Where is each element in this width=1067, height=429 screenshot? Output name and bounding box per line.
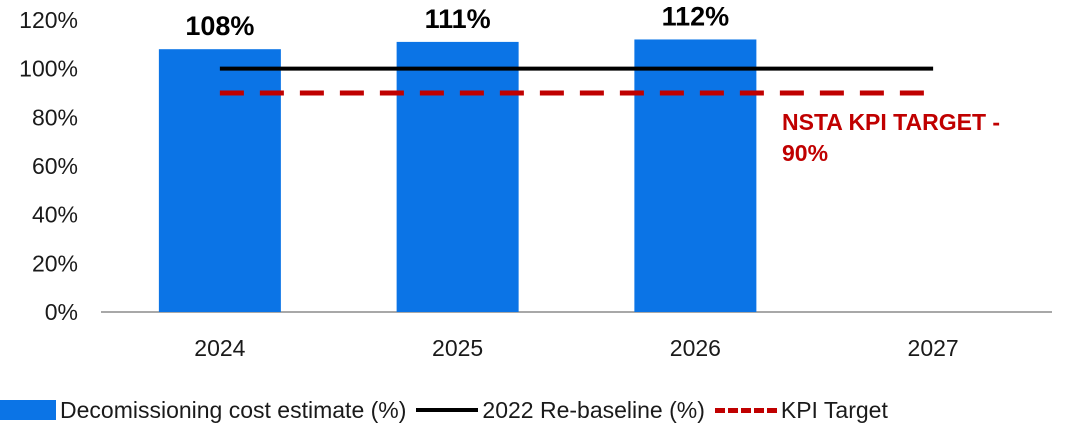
legend-label-cost-estimate: Decomissioning cost estimate (%) — [60, 396, 407, 423]
y-tick-label: 80% — [32, 104, 78, 130]
y-tick-label: 100% — [19, 56, 78, 82]
legend-swatch-dashed-line — [714, 407, 777, 413]
legend-item-rebaseline: 2022 Re-baseline (%) — [406, 396, 705, 424]
legend-swatch-bar — [0, 400, 56, 420]
legend-swatch-solid-line — [416, 408, 479, 412]
x-tick-label: 2026 — [670, 335, 721, 361]
legend-item-cost-estimate: Decomissioning cost estimate (%) — [0, 397, 406, 424]
y-tick-label: 20% — [32, 250, 78, 276]
chart-plot-area: 0% 20% 40% 60% 80% 100% 120% 2024 2025 2026 2027 10… — [19, 1, 1052, 361]
y-tick-label: 40% — [32, 202, 78, 228]
x-tick-label: 2027 — [908, 335, 959, 361]
kpi-target-annotation: NSTA KPI TARGET - — [782, 109, 1000, 135]
x-tick-label: 2025 — [432, 335, 483, 361]
bar — [634, 39, 757, 312]
y-tick-label: 60% — [32, 153, 78, 179]
bar-data-label: 108% — [185, 11, 254, 41]
x-tick-label: 2024 — [194, 335, 245, 361]
y-tick-label: 0% — [45, 299, 78, 325]
chart-legend: Decomissioning cost estimate (%) 2022 Re… — [0, 393, 888, 427]
kpi-target-annotation: 90% — [782, 140, 828, 166]
bar — [396, 41, 519, 313]
legend-item-kpi-target: KPI Target — [705, 397, 888, 424]
legend-label-kpi-target: KPI Target — [780, 396, 888, 423]
bar-data-label: 111% — [425, 4, 491, 34]
bar-data-label: 112% — [662, 1, 730, 31]
legend-label-rebaseline: 2022 Re-baseline (%) — [482, 396, 705, 423]
y-tick-label: 120% — [19, 7, 78, 33]
bar — [158, 49, 281, 312]
